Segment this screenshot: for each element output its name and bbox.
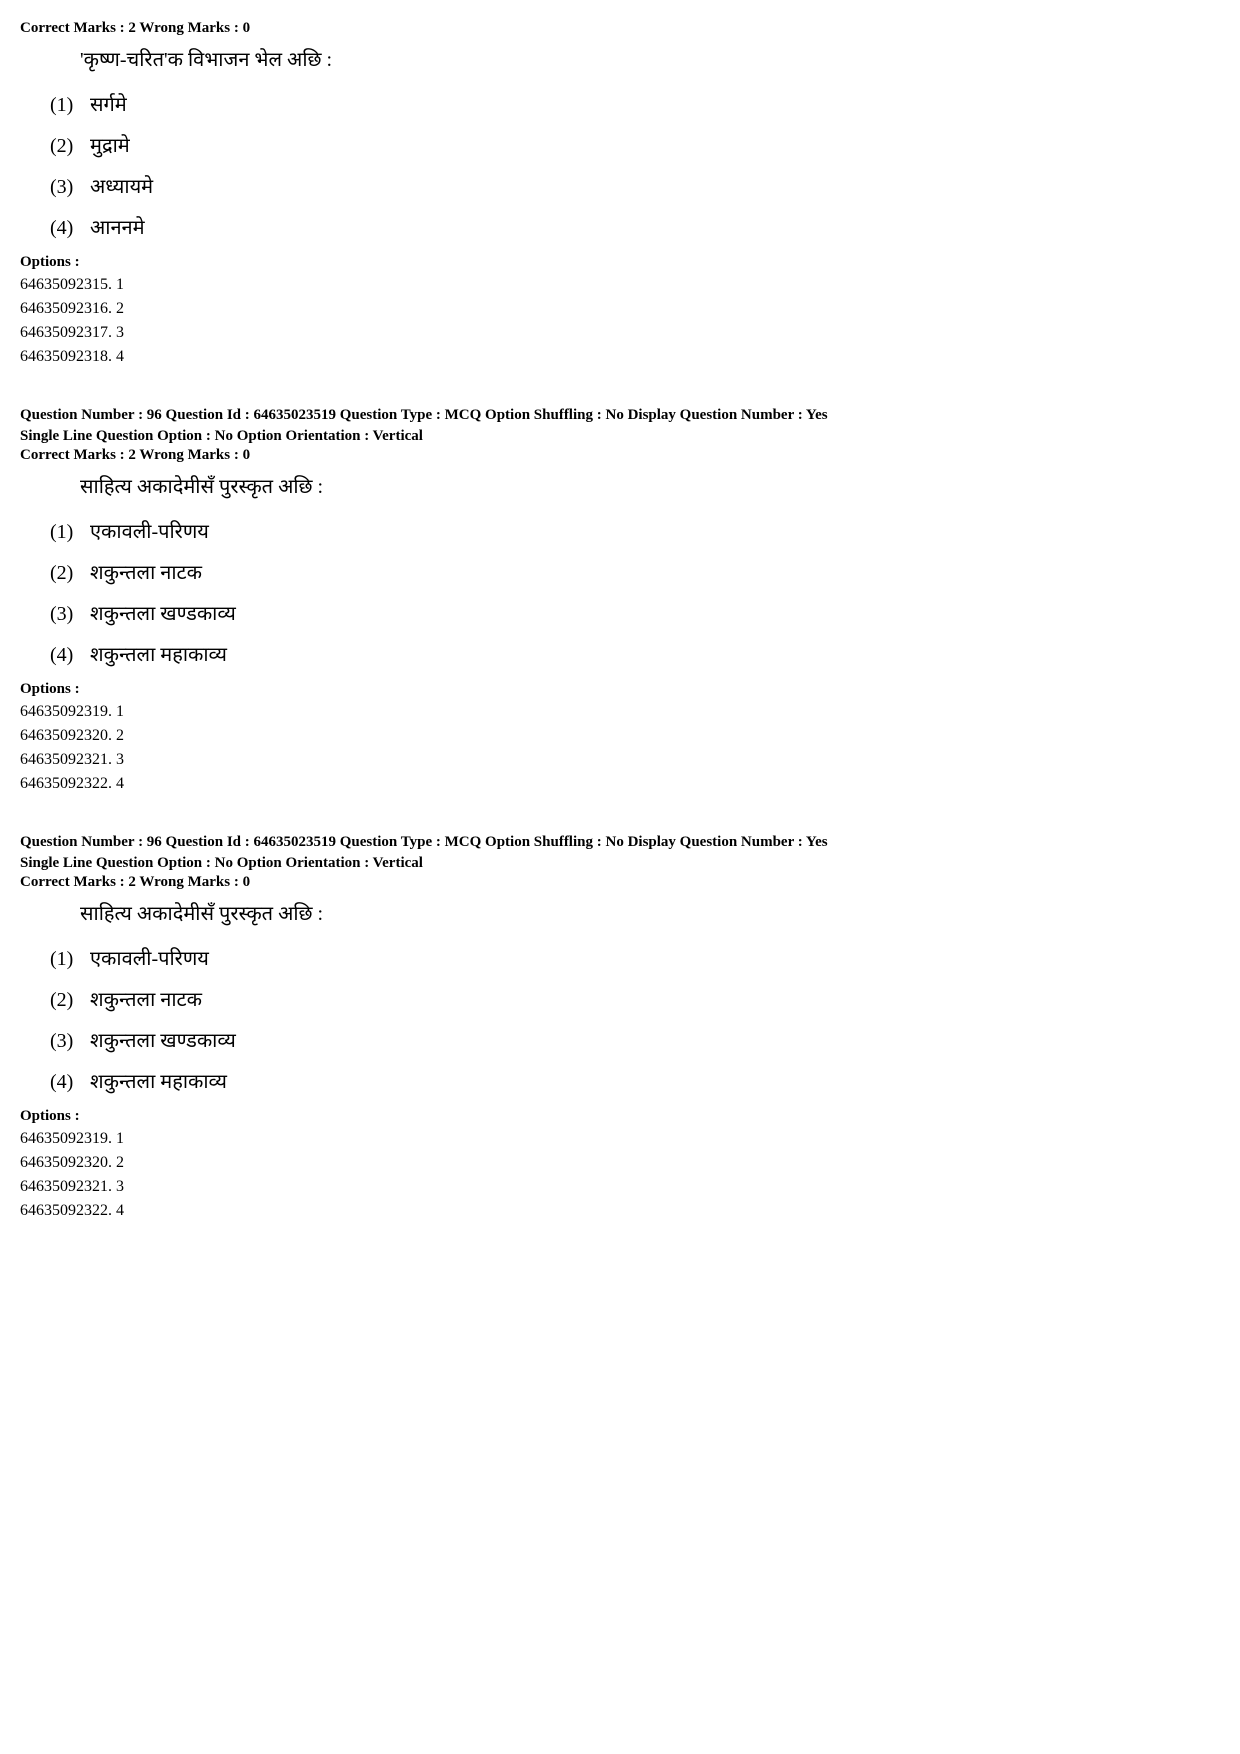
option-item: 64635092322. 4 [20,772,1220,796]
options-list: 64635092319. 1 64635092320. 2 6463509232… [20,1127,1220,1223]
choice-number: (4) [50,644,90,667]
choice-number: (4) [50,1071,90,1094]
choice-text: एकावली-परिणय [90,521,209,543]
choice-text: सर्गमे [90,94,127,116]
choice-number: (3) [50,603,90,626]
question-stem: 'कृष्ण-चरित'क विभाजन भेल अछि : [80,45,1220,72]
option-item: 64635092321. 3 [20,748,1220,772]
option-item: 64635092318. 4 [20,345,1220,369]
marks-line: Correct Marks : 2 Wrong Marks : 0 [20,447,1220,464]
option-item: 64635092315. 1 [20,273,1220,297]
options-label: Options : [20,1108,1220,1125]
choice-text: शकुन्तला खण्डकाव्य [90,603,236,625]
question-meta-subline: Single Line Question Option : No Option … [20,855,1220,872]
question-meta-line: Question Number : 96 Question Id : 64635… [20,832,1220,853]
choice-text: शकुन्तला खण्डकाव्य [90,1030,236,1052]
option-item: 64635092320. 2 [20,724,1220,748]
option-item: 64635092319. 1 [20,1127,1220,1151]
choice-number: (3) [50,1030,90,1053]
marks-line: Correct Marks : 2 Wrong Marks : 0 [20,20,1220,37]
choice-item: (2)मुद्रामे [50,131,1220,158]
choice-text: शकुन्तला महाकाव्य [90,1071,227,1093]
choices-container: (1)सर्गमे (2)मुद्रामे (3)अध्यायमे (4)आनन… [50,90,1220,240]
question-stem: साहित्य अकादेमीसँ पुरस्कृत अछि : [80,472,1220,499]
choice-item: (4)शकुन्तला महाकाव्य [50,640,1220,667]
choice-item: (1)सर्गमे [50,90,1220,117]
choice-text: मुद्रामे [90,135,130,157]
question-block: Question Number : 96 Question Id : 64635… [20,405,1220,796]
option-item: 64635092316. 2 [20,297,1220,321]
choice-number: (2) [50,135,90,158]
option-item: 64635092319. 1 [20,700,1220,724]
choice-text: शकुन्तला नाटक [90,562,202,584]
choice-number: (2) [50,989,90,1012]
options-label: Options : [20,254,1220,271]
choice-item: (2)शकुन्तला नाटक [50,985,1220,1012]
question-block: Question Number : 96 Question Id : 64635… [20,832,1220,1223]
option-item: 64635092321. 3 [20,1175,1220,1199]
choice-number: (3) [50,176,90,199]
choice-text: शकुन्तला महाकाव्य [90,644,227,666]
question-stem: साहित्य अकादेमीसँ पुरस्कृत अछि : [80,899,1220,926]
option-item: 64635092317. 3 [20,321,1220,345]
choice-number: (4) [50,217,90,240]
choices-container: (1)एकावली-परिणय (2)शकुन्तला नाटक (3)शकुन… [50,517,1220,667]
choice-text: आननमे [90,217,145,239]
choice-item: (1)एकावली-परिणय [50,517,1220,544]
question-block: Correct Marks : 2 Wrong Marks : 0 'कृष्ण… [20,20,1220,369]
choice-number: (2) [50,562,90,585]
choice-item: (2)शकुन्तला नाटक [50,558,1220,585]
choice-text: अध्यायमे [90,176,153,198]
question-meta-line: Question Number : 96 Question Id : 64635… [20,405,1220,426]
choice-number: (1) [50,94,90,117]
choice-number: (1) [50,948,90,971]
marks-line: Correct Marks : 2 Wrong Marks : 0 [20,874,1220,891]
choice-item: (4)आननमे [50,213,1220,240]
choice-number: (1) [50,521,90,544]
question-meta-subline: Single Line Question Option : No Option … [20,428,1220,445]
options-list: 64635092319. 1 64635092320. 2 6463509232… [20,700,1220,796]
choice-text: एकावली-परिणय [90,948,209,970]
choice-item: (1)एकावली-परिणय [50,944,1220,971]
choices-container: (1)एकावली-परिणय (2)शकुन्तला नाटक (3)शकुन… [50,944,1220,1094]
options-label: Options : [20,681,1220,698]
choice-item: (3)अध्यायमे [50,172,1220,199]
choice-text: शकुन्तला नाटक [90,989,202,1011]
choice-item: (3)शकुन्तला खण्डकाव्य [50,599,1220,626]
choice-item: (4)शकुन्तला महाकाव्य [50,1067,1220,1094]
choice-item: (3)शकुन्तला खण्डकाव्य [50,1026,1220,1053]
options-list: 64635092315. 1 64635092316. 2 6463509231… [20,273,1220,369]
option-item: 64635092322. 4 [20,1199,1220,1223]
option-item: 64635092320. 2 [20,1151,1220,1175]
